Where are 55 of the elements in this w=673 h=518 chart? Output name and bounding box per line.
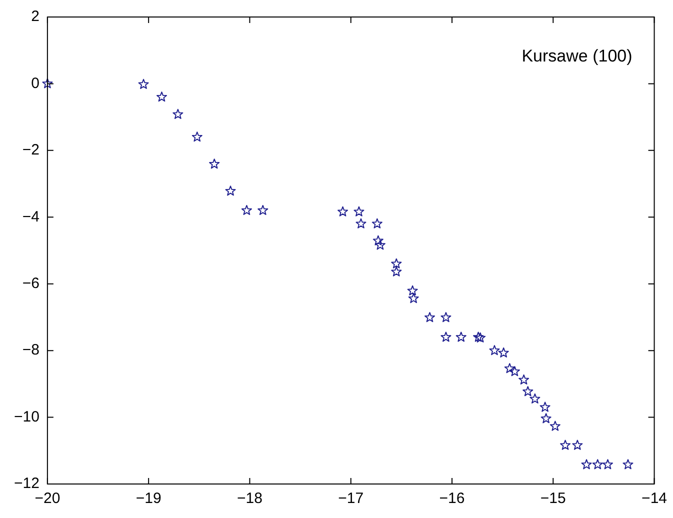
x-tick-label: −16 (439, 490, 465, 508)
point (338, 206, 348, 216)
point (622, 459, 634, 470)
annotation: Kursawe (100) (522, 46, 632, 66)
point (522, 386, 534, 396)
x-tick-label: −17 (338, 490, 364, 508)
point (572, 440, 583, 450)
y-tick-label: −6 (22, 275, 40, 292)
x-tick-label: −20 (34, 490, 60, 508)
point (42, 78, 53, 88)
point (172, 108, 184, 119)
point (209, 158, 220, 169)
point (504, 363, 515, 374)
point (456, 332, 466, 342)
y-tick-label: −10 (14, 408, 40, 426)
point (241, 204, 252, 216)
x-tick-label: −15 (540, 490, 566, 508)
point (560, 440, 571, 450)
point (592, 459, 603, 470)
point (581, 459, 592, 470)
point (530, 393, 540, 404)
point (192, 132, 202, 142)
point (258, 204, 268, 216)
point (391, 266, 402, 276)
point (440, 332, 452, 342)
point (540, 402, 550, 412)
y-tick-label: −2 (22, 142, 40, 159)
point (156, 92, 167, 102)
x-tick-label: −14 (642, 490, 668, 508)
point (602, 459, 614, 470)
y-tick-label: −12 (14, 475, 40, 492)
point (407, 285, 418, 296)
point (138, 78, 149, 89)
point (225, 186, 236, 196)
point (408, 293, 419, 304)
point (391, 258, 402, 268)
y-tick-label: −8 (22, 342, 40, 359)
y-tick-label: 0 (31, 74, 40, 92)
point (550, 420, 560, 431)
point (356, 218, 366, 228)
point (498, 347, 509, 358)
point (489, 345, 500, 356)
point (509, 366, 520, 376)
point (354, 206, 364, 216)
y-tick-label: −4 (22, 208, 40, 226)
point (372, 218, 382, 228)
point (374, 240, 386, 250)
y-tick-label: 2 (31, 8, 40, 26)
point (440, 312, 452, 322)
point (518, 374, 530, 384)
point (372, 235, 384, 246)
x-tick-label: −19 (136, 490, 162, 508)
point (424, 312, 436, 322)
point (540, 413, 552, 424)
x-tick-label: −18 (236, 490, 262, 508)
